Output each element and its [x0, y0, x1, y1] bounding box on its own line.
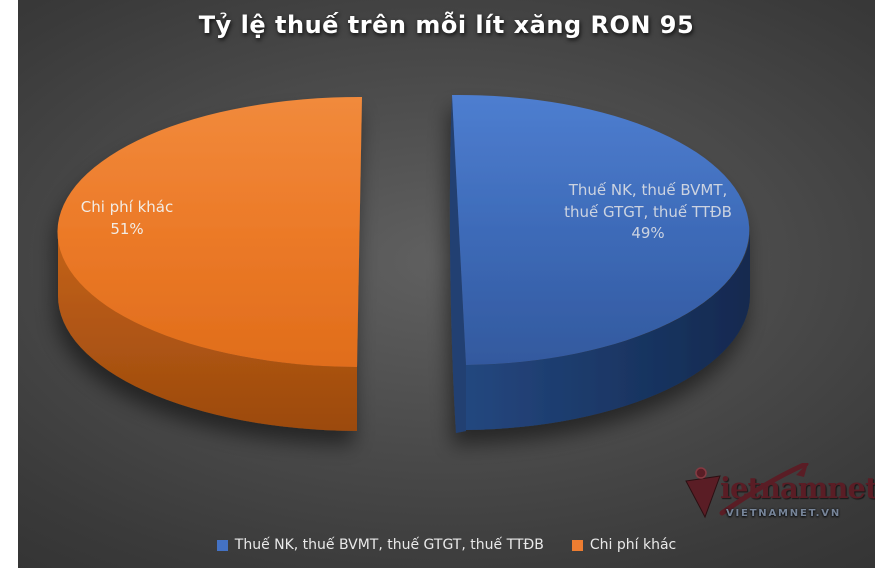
- legend-label-orange: Chi phí khác: [589, 537, 677, 553]
- page-title: Tỷ lệ thuế trên mỗi lít xăng RON 95: [198, 11, 695, 39]
- pie-slice-orange-top: [57, 96, 363, 368]
- legend-swatch-orange: [571, 539, 583, 551]
- legend-swatch-blue: [216, 539, 228, 551]
- legend-label-blue: Thuế NK, thuế BVMT, thuế GTGT, thuế TTĐB: [234, 537, 544, 553]
- pie-slice-blue: [449, 94, 750, 433]
- data-label-orange-slice: Chi phí khác 51%: [80, 198, 174, 238]
- left-margin-strip: [0, 0, 18, 568]
- chart-legend: Thuế NK, thuế BVMT, thuế GTGT, thuế TTĐB…: [18, 537, 875, 553]
- legend-item-orange: Chi phí khác: [571, 537, 677, 553]
- legend-item-blue: Thuế NK, thuế BVMT, thuế GTGT, thuế TTĐB: [216, 537, 544, 553]
- watermark-brand-text: ietnamnet: [720, 471, 875, 505]
- pie-slice-blue-top: [452, 94, 750, 365]
- vietnamnet-watermark: ietnamnet VIETNAMNET.VN: [684, 463, 875, 529]
- watermark-subtext: VIETNAMNET.VN: [726, 508, 841, 519]
- data-label-blue-slice: Thuế NK, thuế BVMT, thuế GTGT, thuế TTĐB…: [564, 181, 732, 242]
- pie-slice-blue-side: [466, 230, 750, 430]
- pie-slice-orange-side: [57, 232, 357, 431]
- pie-slice-blue-cutface: [449, 95, 466, 433]
- pie-slice-orange: [57, 96, 363, 431]
